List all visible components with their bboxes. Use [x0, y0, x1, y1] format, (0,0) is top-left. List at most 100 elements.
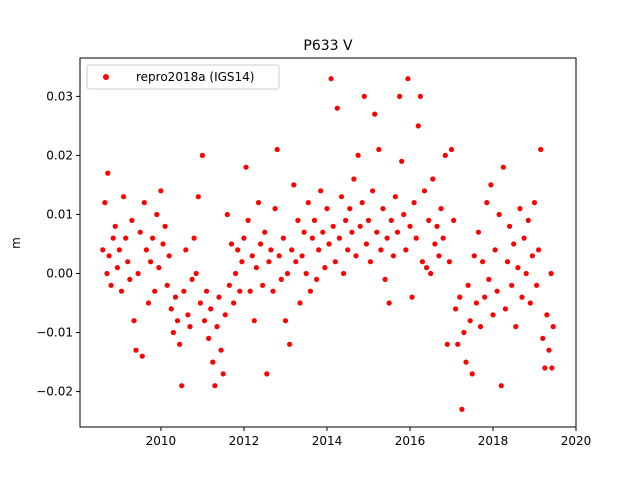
data-point — [106, 253, 112, 259]
data-point — [293, 259, 299, 265]
data-point — [428, 270, 434, 277]
data-point — [473, 300, 479, 306]
data-point — [133, 347, 139, 353]
data-point — [148, 259, 154, 265]
data-point — [488, 182, 494, 188]
data-point — [448, 146, 455, 153]
data-point — [444, 341, 450, 347]
data-point — [477, 324, 484, 330]
legend-label: repro2018a (IGS14) — [136, 70, 254, 84]
data-point — [129, 217, 135, 223]
data-point — [363, 241, 369, 247]
data-point — [224, 211, 230, 218]
y-tick-label: −0.02 — [36, 385, 73, 399]
data-point — [525, 217, 531, 223]
data-point — [413, 235, 419, 241]
x-tick-label: 2018 — [478, 434, 509, 448]
data-point — [118, 288, 125, 294]
data-point — [498, 383, 504, 389]
data-point — [436, 253, 442, 259]
data-point — [287, 341, 293, 347]
data-point — [189, 276, 195, 282]
data-point — [137, 229, 143, 235]
y-tick-label: 0.02 — [46, 148, 73, 162]
data-point — [324, 206, 330, 212]
chart-title: P633 V — [303, 38, 353, 54]
data-point — [125, 259, 131, 265]
data-point — [172, 294, 179, 300]
data-point — [370, 188, 376, 194]
data-point — [457, 294, 463, 300]
data-point — [407, 223, 413, 229]
data-point — [399, 158, 405, 164]
data-point — [301, 229, 307, 235]
data-point — [521, 235, 527, 241]
data-point — [318, 188, 324, 194]
data-point — [212, 383, 218, 389]
data-point — [365, 217, 372, 223]
data-point — [179, 383, 185, 389]
data-point — [197, 300, 203, 306]
legend-marker — [103, 74, 109, 80]
data-point — [384, 235, 390, 241]
data-point — [486, 276, 492, 282]
data-point — [260, 282, 266, 288]
data-point — [438, 206, 444, 212]
data-point — [201, 318, 208, 324]
data-point — [320, 229, 326, 235]
data-point — [195, 194, 201, 200]
data-point — [177, 341, 183, 347]
data-point — [550, 324, 556, 330]
data-point — [251, 318, 257, 324]
data-point — [549, 365, 555, 371]
data-point — [531, 200, 538, 206]
data-point — [245, 217, 251, 223]
data-point — [544, 312, 550, 318]
data-point — [110, 235, 116, 241]
data-point — [226, 282, 232, 288]
data-point — [266, 259, 272, 265]
data-point — [504, 259, 511, 265]
data-point — [419, 259, 425, 265]
data-point — [185, 312, 191, 318]
data-point — [548, 270, 554, 277]
data-point — [405, 76, 411, 82]
data-point — [453, 306, 459, 312]
data-point — [382, 276, 388, 282]
data-point — [131, 318, 137, 324]
data-point — [158, 188, 164, 194]
data-point — [440, 235, 446, 241]
data-point — [378, 247, 384, 253]
data-point — [326, 241, 332, 247]
data-point — [467, 318, 473, 324]
data-point — [367, 259, 374, 265]
data-point — [546, 347, 552, 353]
data-point — [500, 164, 506, 170]
data-point — [523, 270, 529, 277]
data-point — [121, 194, 127, 200]
data-point — [475, 229, 482, 235]
data-point — [235, 247, 241, 253]
x-axis-ticks: 2010 2012 2014 2016 2018 2020 — [146, 427, 591, 448]
data-point — [316, 247, 322, 253]
data-point — [127, 276, 133, 282]
x-tick-label: 2010 — [146, 434, 177, 448]
data-point — [515, 265, 521, 271]
data-point — [361, 93, 367, 99]
data-point — [502, 306, 508, 312]
data-point — [343, 217, 349, 223]
data-point — [139, 353, 145, 359]
data-point — [295, 217, 301, 223]
data-point — [469, 371, 475, 377]
data-point — [540, 335, 546, 341]
data-point — [490, 312, 496, 318]
data-point — [199, 152, 205, 158]
y-tick-label: 0.01 — [46, 207, 73, 221]
data-point — [338, 194, 345, 200]
data-point — [374, 229, 380, 235]
data-point — [463, 359, 469, 365]
data-point — [386, 300, 392, 306]
data-point — [299, 253, 305, 259]
data-point — [345, 247, 351, 253]
data-point — [274, 146, 280, 153]
